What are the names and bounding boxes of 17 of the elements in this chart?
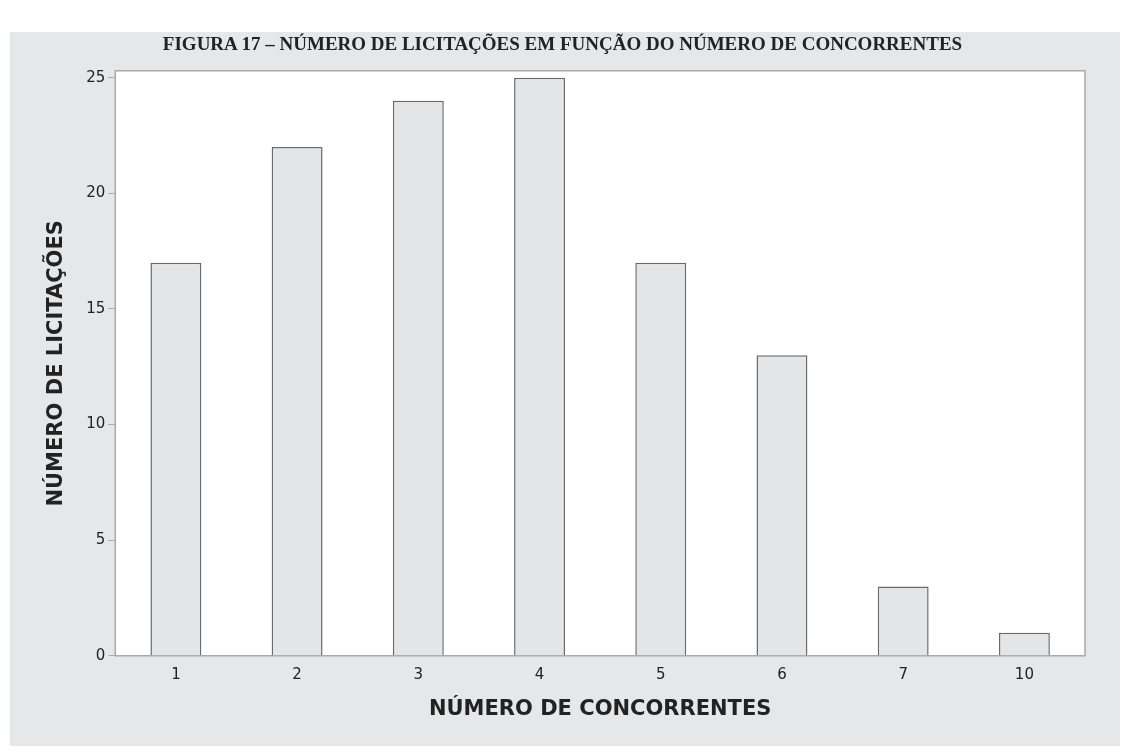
y-tick-label: 15 xyxy=(86,298,106,317)
x-tick-label: 7 xyxy=(898,664,908,683)
y-axis-title: NÚMERO DE LICITAÇÕES xyxy=(42,220,68,507)
y-tick-label: 10 xyxy=(86,414,106,433)
x-tick-label: 4 xyxy=(534,664,545,683)
x-axis-title: NÚMERO DE CONCORRENTES xyxy=(428,694,772,720)
x-tick-label: 6 xyxy=(777,664,787,683)
y-tick-label: 25 xyxy=(86,67,106,86)
y-tick-label: 5 xyxy=(95,530,106,549)
y-tick-label: 20 xyxy=(86,183,106,202)
x-tick-label: 1 xyxy=(171,664,181,683)
x-tick-label: 3 xyxy=(413,664,424,683)
x-tick-label: 2 xyxy=(292,664,302,683)
chart-title: FIGURA 17 – NÚMERO DE LICITAÇÕES EM FUNÇÃO DO NÚMERO DE CONCORRENTES xyxy=(162,33,963,55)
x-tick-label: 5 xyxy=(655,664,666,683)
x-tick-label: 10 xyxy=(1014,664,1034,683)
y-tick-label: 0 xyxy=(95,645,106,664)
